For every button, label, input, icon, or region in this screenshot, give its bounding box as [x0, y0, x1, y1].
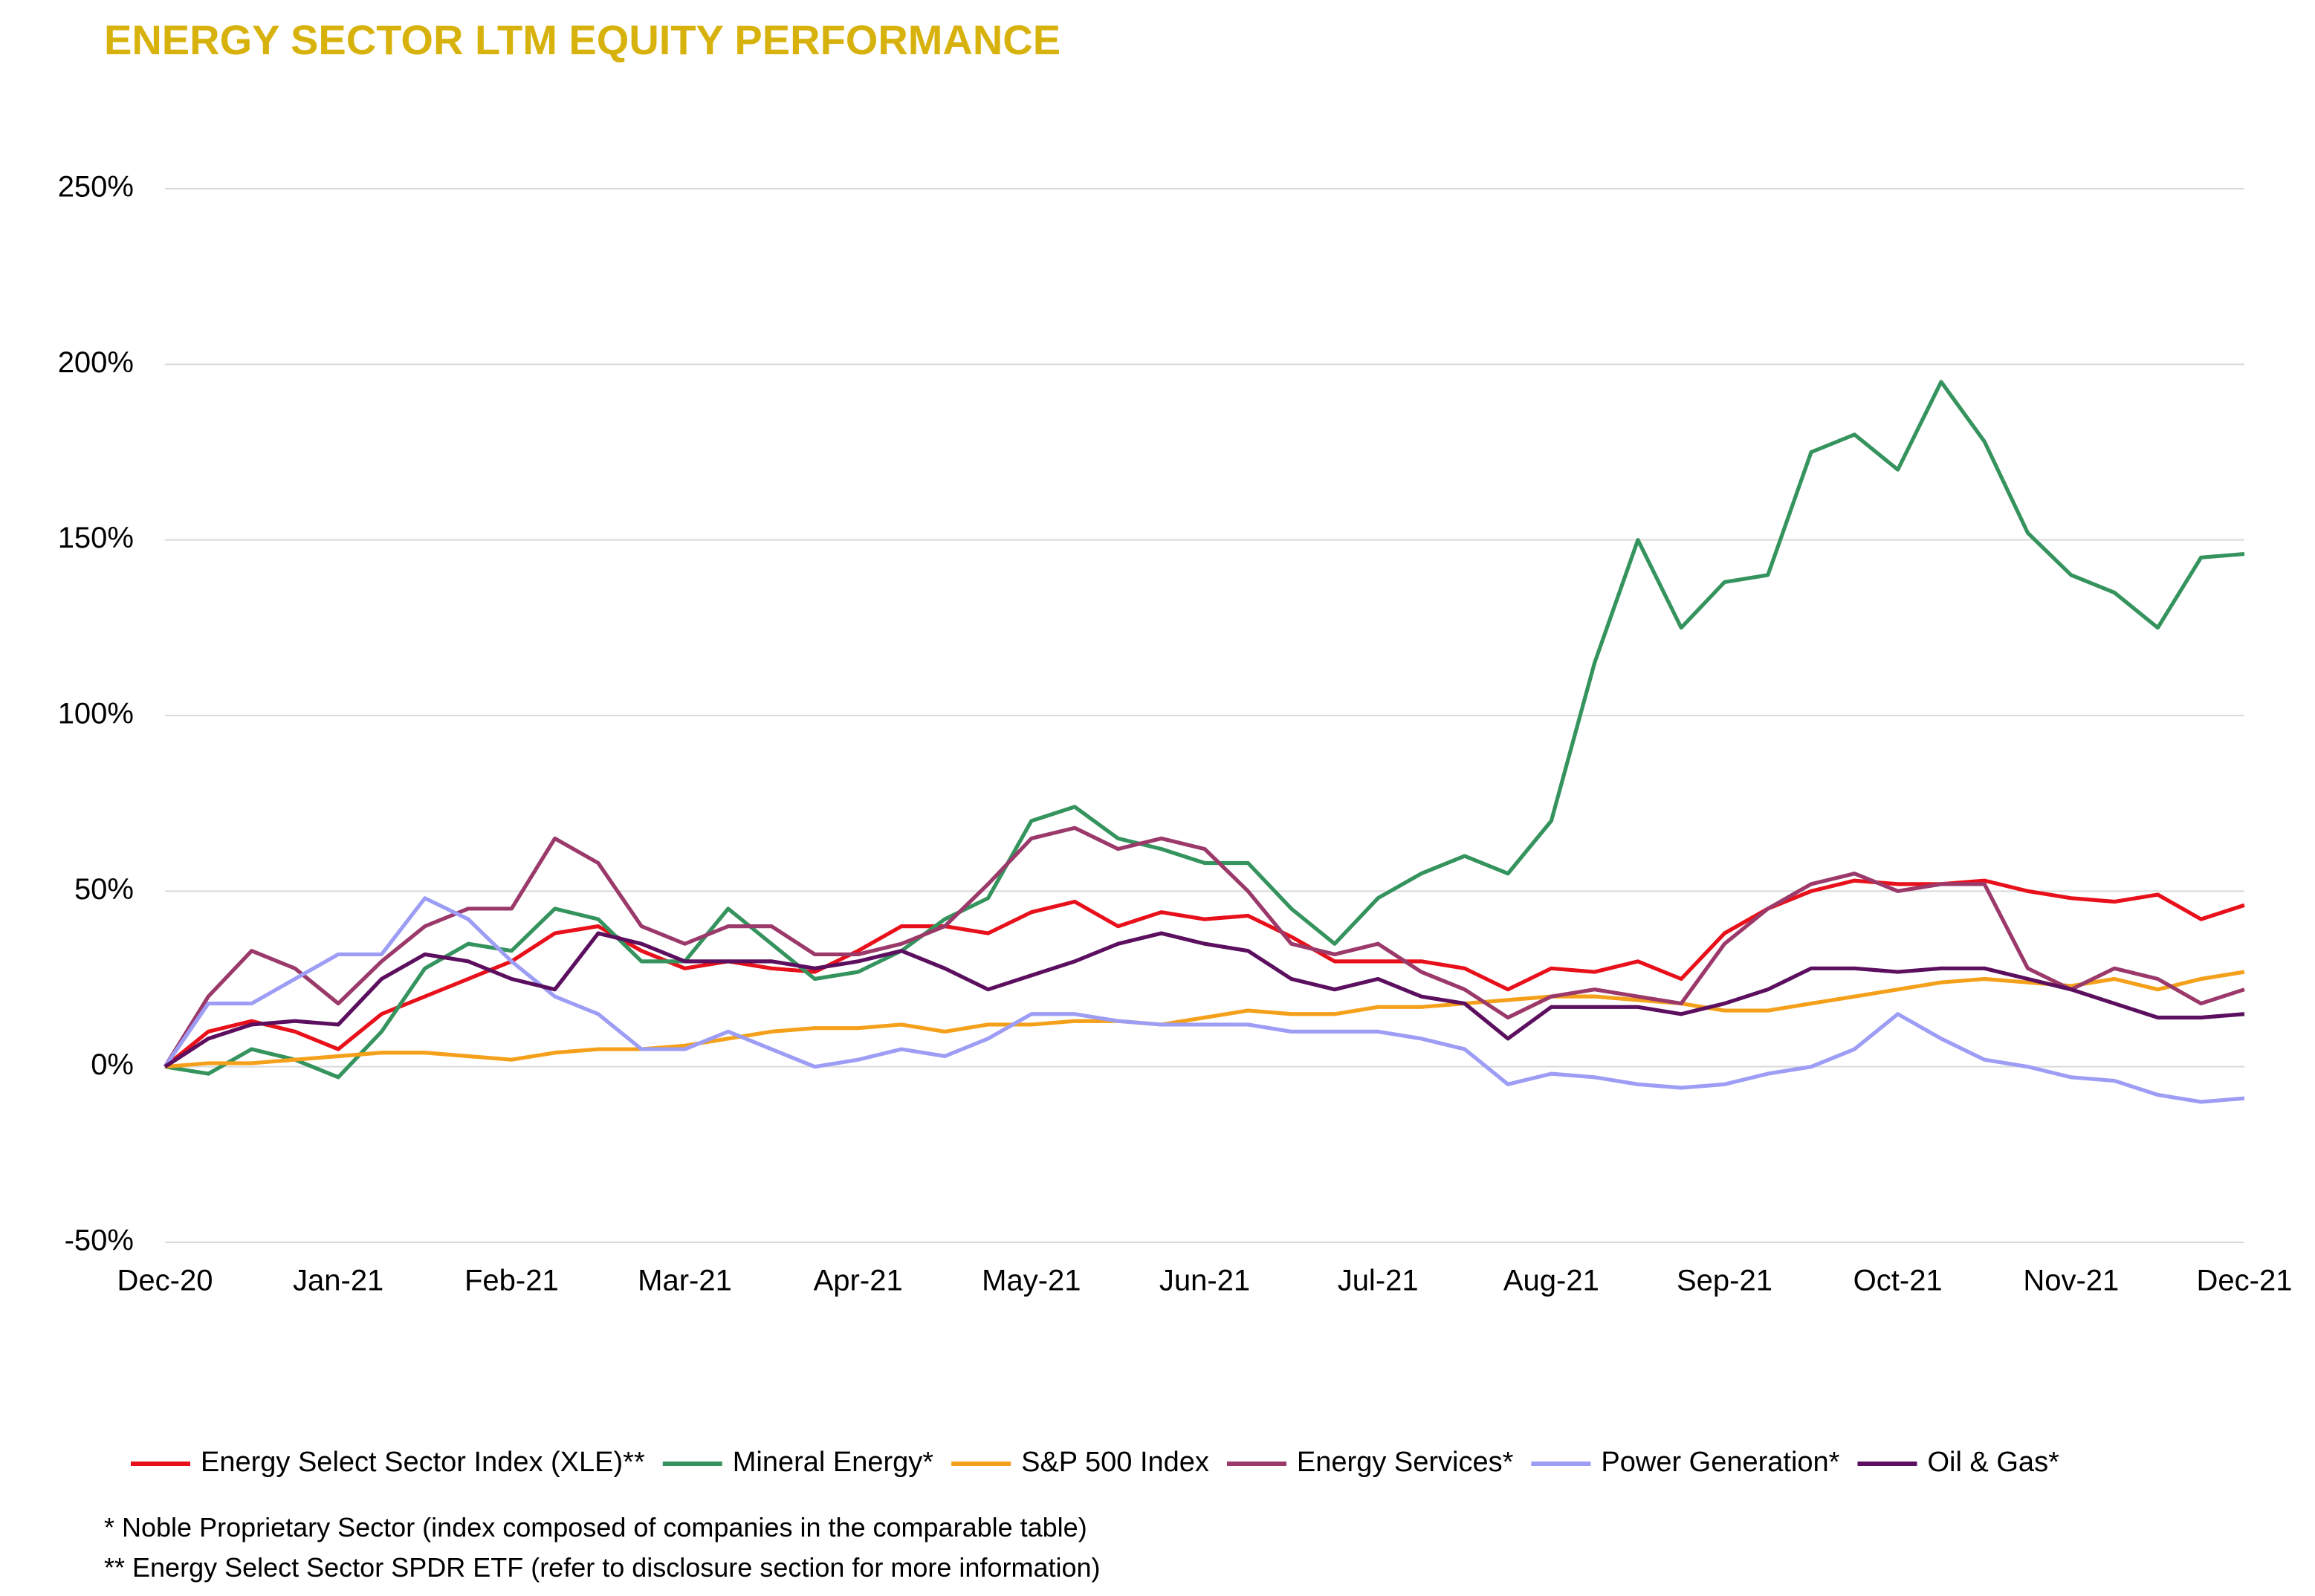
x-tick-label: Mar-21	[638, 1265, 732, 1297]
legend-label: Energy Select Sector Index (XLE)**	[201, 1447, 645, 1478]
x-tick-label: Oct-21	[1853, 1265, 1943, 1297]
y-tick-label: 50%	[74, 873, 134, 906]
legend-label: Mineral Energy*	[733, 1447, 934, 1478]
x-tick-label: Jun-21	[1159, 1265, 1250, 1297]
legend-label: Oil & Gas*	[1927, 1447, 2059, 1478]
y-tick-label: 150%	[58, 522, 134, 554]
x-tick-label: Apr-21	[814, 1265, 903, 1297]
legend-label: Energy Services*	[1297, 1447, 1514, 1478]
y-tick-label: 0%	[91, 1048, 134, 1081]
y-tick-label: -50%	[65, 1224, 134, 1257]
legend-label: Power Generation*	[1601, 1447, 1839, 1478]
series-line	[164, 380, 2245, 1080]
x-tick-label: Sep-21	[1677, 1265, 1772, 1297]
x-tick-label: Jan-21	[293, 1265, 383, 1297]
series-line	[163, 896, 2245, 1104]
footnote: * Noble Proprietary Sector (index compos…	[104, 1512, 1087, 1543]
series-line	[164, 970, 2245, 1069]
chart-title: ENERGY SECTOR LTM EQUITY PERFORMANCE	[104, 16, 1061, 63]
x-tick-label: Dec-20	[117, 1265, 213, 1297]
x-tick-label: Nov-21	[2023, 1265, 2119, 1297]
x-tick-label: Jul-21	[1338, 1265, 1419, 1297]
x-tick-label: Feb-21	[464, 1265, 559, 1297]
series-line	[163, 825, 2245, 1068]
x-tick-label: Aug-21	[1503, 1265, 1599, 1297]
x-tick-label: Dec-21	[2197, 1265, 2293, 1297]
y-tick-label: 250%	[58, 171, 134, 204]
x-tick-label: May-21	[982, 1265, 1081, 1297]
y-tick-label: 100%	[58, 698, 134, 730]
series-line	[163, 931, 2245, 1068]
legend-label: S&P 500 Index	[1021, 1447, 1209, 1478]
y-tick-label: 200%	[58, 346, 134, 379]
footnote: ** Energy Select Sector SPDR ETF (refer …	[104, 1552, 1101, 1583]
